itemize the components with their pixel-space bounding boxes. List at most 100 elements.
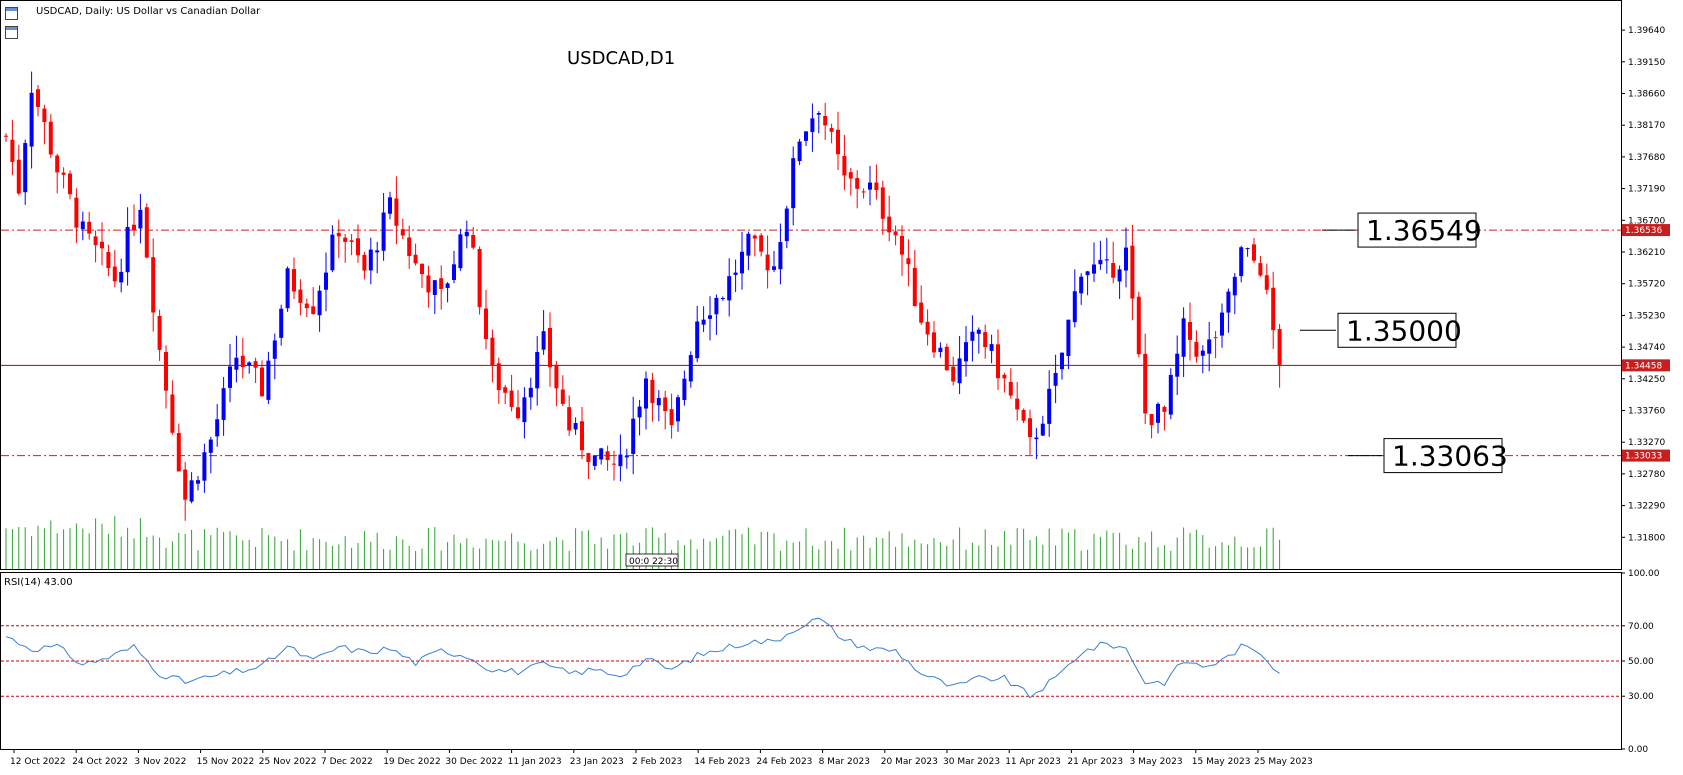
candle-body: [631, 418, 636, 454]
candle-body: [535, 351, 540, 389]
price-tick-label: 1.32290: [1628, 502, 1665, 512]
candle-body: [260, 367, 264, 397]
candle-body: [1072, 291, 1077, 323]
rsi-title: RSI(14) 43.00: [4, 577, 73, 588]
candle-body: [951, 366, 956, 382]
candle-body: [708, 315, 712, 319]
price-tag-bg: [1622, 449, 1670, 462]
time-tick-label: 3 May 2023: [1130, 757, 1183, 767]
candle-body: [1168, 374, 1173, 415]
candle-body: [1220, 312, 1224, 336]
candle-body: [1156, 403, 1160, 423]
annotation-label: 1.33063: [1392, 440, 1508, 473]
candle-body: [1162, 406, 1167, 412]
candle-body: [426, 275, 431, 293]
time-tick-label: 12 Oct 2022: [10, 757, 66, 767]
candle-body: [976, 329, 981, 334]
candle-body: [189, 480, 194, 502]
price-tick-label: 1.31800: [1628, 533, 1665, 543]
candle-body: [938, 347, 943, 353]
annotation-box: [1337, 312, 1457, 348]
candle-body: [644, 378, 648, 409]
level-annotations: 1.36549 1.35000 1.33063: [1300, 212, 1508, 474]
symbol-description: USDCAD, Daily: US Dollar vs Canadian Dol…: [36, 6, 261, 17]
candle-body: [861, 191, 866, 193]
rsi-tick-label: 100.00: [1628, 569, 1660, 579]
candle-body: [1252, 244, 1256, 261]
candle-body: [522, 397, 527, 423]
candle-body: [573, 423, 578, 430]
candle-body: [1047, 388, 1052, 424]
time-tick-label: 23 Jan 2023: [570, 757, 624, 767]
candle-body: [356, 238, 360, 256]
candle-body: [144, 207, 149, 258]
candle-body: [900, 235, 904, 255]
candle-body: [1258, 263, 1263, 276]
candle-body: [791, 158, 796, 209]
candle-body: [957, 358, 962, 384]
candle-body: [23, 143, 28, 193]
candle-body: [1028, 418, 1032, 438]
candle-body: [1136, 296, 1141, 355]
time-tick-label: 19 Dec 2022: [383, 757, 441, 767]
price-tick-label: 1.34250: [1628, 375, 1665, 385]
candle-body: [87, 221, 92, 234]
candle-body: [343, 237, 348, 242]
time-box-text: 00:0 22:30: [629, 557, 678, 567]
candle-body: [989, 344, 994, 351]
candle-body: [567, 407, 572, 431]
candle-body: [362, 254, 367, 271]
candle-body: [1181, 318, 1186, 357]
chart-title: USDCAD,D1: [567, 48, 675, 69]
price-tick-label: 1.37680: [1628, 153, 1665, 163]
price-tag-label: 1.34458: [1625, 361, 1662, 371]
candle-body: [477, 248, 482, 308]
candle-body: [368, 249, 373, 271]
candle-body: [10, 139, 15, 162]
annotation-box: [1383, 438, 1503, 474]
price-tick-label: 1.35230: [1628, 311, 1665, 321]
list-icon[interactable]: [5, 5, 31, 39]
candle-body: [810, 118, 815, 133]
time-tick-label: 11 Jan 2023: [508, 757, 562, 767]
time-tick-label: 25 May 2023: [1254, 757, 1313, 767]
candle-body: [1200, 350, 1205, 356]
rsi-tick-label: 50.00: [1628, 657, 1654, 667]
time-axis: 12 Oct 2022 24 Oct 2022 3 Nov 2022 15 Nov 2…: [10, 749, 1313, 767]
price-tick-label: 1.39640: [1628, 26, 1665, 36]
candle-body: [74, 197, 79, 228]
time-tick-label: 8 Mar 2023: [819, 757, 870, 767]
candle-body: [215, 419, 220, 437]
candle-body: [266, 360, 271, 400]
candle-body: [330, 234, 335, 271]
candle-body: [733, 272, 738, 275]
candle-body: [727, 276, 732, 301]
candle-body: [765, 254, 770, 271]
candle-body: [458, 234, 463, 269]
annotation-label: 1.36549: [1366, 214, 1482, 247]
candle-body: [1245, 248, 1250, 250]
candles: [4, 71, 1282, 521]
candle-body: [1175, 353, 1180, 377]
candle-body: [183, 469, 188, 500]
candle-body: [1092, 264, 1096, 274]
price-tick-label: 1.38170: [1628, 121, 1665, 131]
time-tick-label: 21 Apr 2023: [1067, 757, 1123, 767]
candle-body: [439, 278, 444, 289]
candle-body: [836, 129, 840, 155]
time-tick-label: 15 May 2023: [1192, 757, 1251, 767]
candle-body: [317, 290, 322, 316]
time-tick-label: 30 Dec 2022: [445, 757, 503, 767]
candle-body: [484, 308, 488, 340]
candle-body: [759, 235, 764, 252]
candle-body: [778, 242, 783, 270]
price-tick-label: 1.32780: [1628, 470, 1665, 480]
candle-body: [93, 236, 98, 246]
candle-body: [208, 439, 213, 453]
price-tag-bg: [1622, 359, 1670, 372]
candle-body: [925, 321, 930, 335]
candle-body: [1130, 245, 1135, 299]
candle-body: [855, 177, 860, 189]
